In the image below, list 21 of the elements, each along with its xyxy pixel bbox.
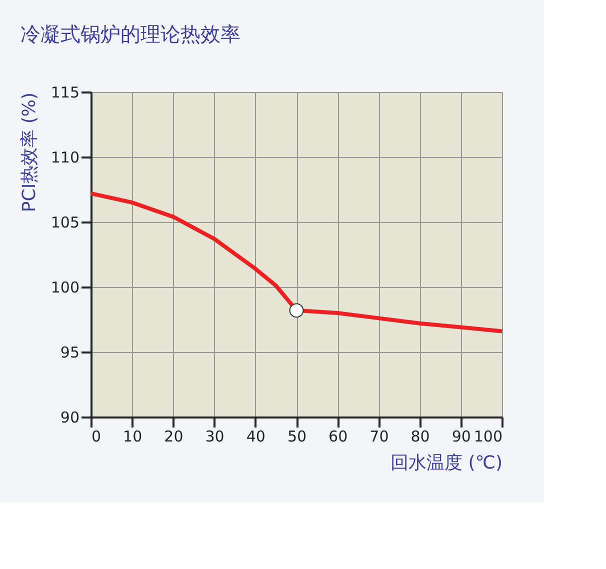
x-tick-label: 40 — [246, 428, 266, 446]
x-tick-label: 80 — [410, 428, 430, 446]
x-tick-label: 100 — [474, 428, 502, 446]
y-tick-label: 95 — [60, 344, 80, 362]
x-tick-label: 60 — [328, 428, 348, 446]
x-tick-label: 90 — [452, 428, 471, 446]
y-tick-label: 90 — [60, 408, 80, 426]
chart-title: 冷凝式锅炉的理论热效率 — [20, 22, 240, 46]
line-series — [89, 191, 504, 334]
y-tick-label: 115 — [50, 84, 80, 102]
y-tick-label: 105 — [50, 214, 80, 232]
x-tick-label: 30 — [205, 428, 224, 446]
x-axis-title: 回水温度 (℃) — [390, 452, 502, 474]
x-tick-label: 10 — [123, 428, 142, 446]
x-tick-label: 50 — [287, 428, 307, 446]
y-tick-label: 100 — [50, 278, 80, 296]
y-axis-title: PCI热效率 (%) — [18, 92, 40, 212]
y-tick-label: 110 — [50, 148, 80, 166]
x-tick-label: 20 — [164, 428, 184, 446]
x-tick-label: 0 — [92, 428, 102, 446]
x-tick-label: 70 — [370, 428, 389, 446]
